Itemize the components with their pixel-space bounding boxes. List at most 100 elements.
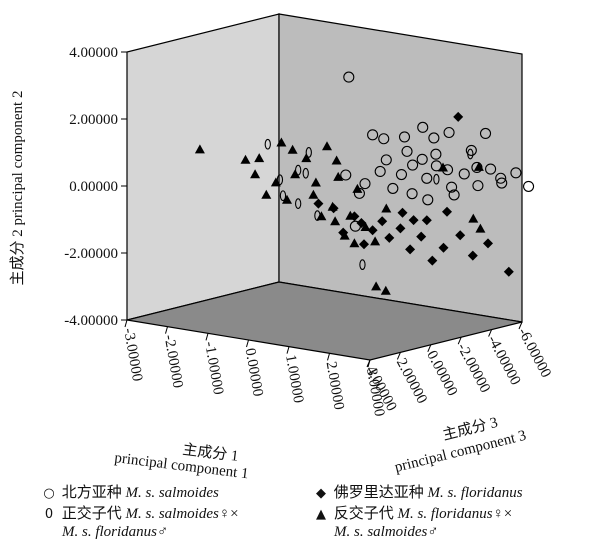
z-tick-mark bbox=[488, 329, 493, 337]
data-points bbox=[194, 71, 535, 295]
point-salmoides bbox=[430, 148, 442, 160]
point-cross bbox=[264, 138, 271, 150]
z-tick-mark bbox=[366, 359, 371, 368]
point-floridanus bbox=[384, 232, 395, 243]
point-salmoides bbox=[510, 167, 522, 179]
legend-row-2: 0 正交子代 M. s. salmoides♀× M. s. floridanu… bbox=[40, 505, 595, 545]
y-tick-label: 4.00000 bbox=[69, 45, 118, 61]
y-tick-label: -2.00000 bbox=[64, 246, 118, 262]
x-tick-mark bbox=[246, 339, 249, 348]
x-tick-label: 2.00000 bbox=[323, 360, 347, 411]
point-floridanus bbox=[427, 255, 438, 266]
point-floridanus bbox=[416, 231, 427, 242]
legend-label-sci: M. s. floridanus bbox=[397, 506, 493, 522]
y-axis-title: 主成分 2 principal component 2 bbox=[9, 91, 26, 286]
legend-label-tail: ♀× bbox=[492, 506, 513, 522]
x-tick-label: -1.00000 bbox=[201, 340, 226, 396]
point-salmoides bbox=[407, 159, 419, 171]
point-salmoides bbox=[401, 145, 413, 157]
point-floridanus bbox=[467, 250, 478, 261]
legend-label-cn: 佛罗里达亚种 bbox=[333, 485, 428, 501]
point-cross bbox=[295, 198, 302, 209]
point-reciprocal bbox=[261, 189, 272, 199]
point-salmoides bbox=[380, 154, 392, 166]
point-salmoides bbox=[378, 133, 390, 145]
point-reciprocal bbox=[331, 155, 342, 165]
point-salmoides bbox=[472, 180, 484, 192]
diamond-marker-icon: ◆ bbox=[316, 486, 326, 501]
point-cross bbox=[467, 148, 474, 160]
point-reciprocal bbox=[381, 203, 392, 213]
point-reciprocal bbox=[380, 285, 391, 295]
point-salmoides bbox=[416, 153, 428, 165]
point-floridanus bbox=[377, 216, 388, 227]
point-floridanus bbox=[359, 239, 369, 250]
point-salmoides bbox=[417, 121, 429, 133]
point-salmoides bbox=[343, 71, 355, 83]
point-floridanus bbox=[442, 206, 452, 217]
point-salmoides bbox=[496, 177, 508, 189]
point-reciprocal bbox=[290, 169, 301, 179]
y-tick-label: -4.00000 bbox=[64, 313, 118, 329]
point-reciprocal bbox=[194, 144, 205, 154]
point-reciprocal bbox=[333, 171, 344, 181]
legend-label-tail: ♀× bbox=[218, 506, 239, 522]
legend-row-1: ○ 北方亚种 M. s. salmoides ◆ 佛罗里达亚种 M. s. fl… bbox=[40, 484, 595, 505]
point-reciprocal bbox=[438, 162, 448, 172]
point-salmoides bbox=[446, 181, 458, 193]
legend-label-sci: M. s. salmoides bbox=[125, 485, 219, 501]
x-tick-label: -2.00000 bbox=[161, 334, 186, 390]
point-salmoides bbox=[340, 169, 352, 181]
point-floridanus bbox=[405, 244, 416, 255]
point-reciprocal bbox=[345, 210, 356, 220]
point-cross bbox=[305, 147, 312, 158]
point-reciprocal bbox=[270, 177, 281, 187]
point-cross bbox=[433, 173, 440, 185]
y-tick-label: 2.00000 bbox=[69, 112, 118, 128]
point-floridanus bbox=[397, 207, 408, 218]
point-salmoides bbox=[367, 129, 379, 141]
point-reciprocal bbox=[301, 153, 312, 163]
point-salmoides bbox=[523, 180, 535, 192]
point-floridanus bbox=[421, 215, 432, 226]
z-tick-label: -2.00000 bbox=[454, 341, 493, 396]
legend-label-cn: 正交子代 bbox=[61, 506, 126, 522]
legend-label-cn: 北方亚种 bbox=[61, 485, 126, 501]
point-floridanus bbox=[438, 242, 449, 253]
point-reciprocal bbox=[276, 137, 287, 147]
legend-item-floridanus: ◆ 佛罗里达亚种 M. s. floridanus bbox=[312, 484, 523, 503]
legend-label-continuation: M. s. salmoides♂ bbox=[334, 524, 439, 540]
point-reciprocal bbox=[370, 236, 381, 246]
point-reciprocal bbox=[360, 222, 371, 231]
point-reciprocal bbox=[327, 201, 338, 211]
legend-label-continuation: M. s. floridanus♂ bbox=[62, 524, 169, 540]
point-reciprocal bbox=[468, 213, 479, 223]
point-salmoides bbox=[395, 168, 408, 181]
point-floridanus bbox=[453, 111, 464, 122]
x-tick-mark bbox=[286, 346, 290, 354]
point-cross bbox=[359, 259, 366, 271]
point-salmoides bbox=[387, 182, 399, 194]
x-tick-mark bbox=[165, 326, 168, 334]
z-tick-mark bbox=[518, 321, 523, 330]
z-tick-mark bbox=[457, 337, 462, 345]
point-salmoides bbox=[448, 189, 460, 201]
point-salmoides bbox=[398, 131, 411, 143]
point-salmoides bbox=[465, 144, 477, 156]
legend-item-cross: 0 正交子代 M. s. salmoides♀× M. s. floridanu… bbox=[40, 505, 239, 540]
legend-item-salmoides: ○ 北方亚种 M. s. salmoides bbox=[40, 484, 219, 503]
z-tick-label: -6.00000 bbox=[514, 325, 553, 380]
z-tick-mark bbox=[396, 352, 401, 360]
point-salmoides bbox=[374, 165, 386, 178]
x-tick-mark bbox=[124, 319, 128, 328]
point-reciprocal bbox=[250, 169, 261, 179]
point-floridanus bbox=[455, 230, 466, 241]
point-salmoides bbox=[479, 127, 492, 140]
plot-walls bbox=[126, 13, 523, 361]
z-tick-label: 0.00000 bbox=[423, 348, 460, 399]
z-tick-label: 2.00000 bbox=[393, 356, 430, 407]
point-floridanus bbox=[408, 215, 419, 226]
point-floridanus bbox=[367, 225, 378, 236]
x-tick-label: 1.00000 bbox=[282, 354, 306, 405]
point-reciprocal bbox=[330, 216, 341, 226]
